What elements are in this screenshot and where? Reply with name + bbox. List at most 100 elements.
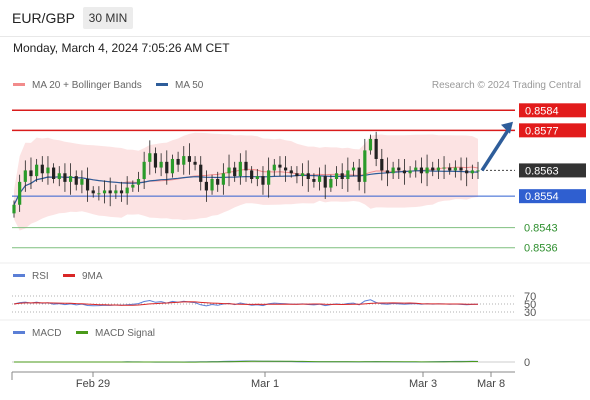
candle-body	[250, 170, 254, 179]
candle-body	[74, 176, 78, 185]
datetime-label: Monday, March 4, 2024 7:05:26 AM CET	[13, 41, 230, 55]
x-tick-label: Feb 29	[76, 378, 110, 390]
candle-body	[312, 179, 316, 182]
candle-body	[12, 204, 16, 214]
candle-body	[380, 158, 384, 171]
candle-body	[80, 179, 84, 185]
candle-body	[91, 190, 95, 194]
level-tag	[519, 123, 586, 138]
candle-body	[108, 190, 112, 194]
candle-body	[363, 150, 367, 182]
candle-body	[340, 173, 344, 179]
legend-ma20-bollinger: MA 20 + Bollinger Bands	[13, 80, 142, 91]
candle-body	[295, 173, 299, 177]
candle-body	[334, 173, 339, 179]
candle-body	[182, 156, 186, 165]
candle-body	[374, 138, 378, 159]
candle-body	[419, 167, 424, 174]
candle-body	[63, 173, 67, 182]
macd-signal-line	[14, 360, 478, 363]
legend-swatch	[13, 273, 25, 277]
candle-body	[402, 170, 407, 174]
candle-body	[216, 179, 220, 185]
x-tick-label: Mar 3	[409, 378, 437, 390]
legend-ma50: MA 50	[156, 80, 203, 91]
candle-body	[289, 170, 293, 174]
candle-body	[329, 179, 333, 188]
rsi-9ma-line	[13, 301, 478, 306]
chart-header: EUR/GBP 30 MIN	[0, 0, 590, 37]
level-tag	[519, 103, 586, 118]
candle-body	[187, 156, 192, 162]
level-label: 0.8554	[525, 191, 559, 203]
candle-body	[199, 164, 203, 182]
macd-tick-label: 0	[524, 357, 530, 369]
candle-body	[368, 138, 373, 151]
candle-body	[244, 161, 248, 171]
level-tag	[519, 189, 586, 204]
candle-body	[408, 170, 412, 174]
candle-body	[125, 187, 129, 194]
candle-body	[284, 167, 288, 171]
candle-body	[204, 181, 208, 191]
legend-label: RSI	[32, 271, 49, 282]
candle-body	[261, 176, 265, 185]
candle-body	[465, 170, 469, 174]
level-label: 0.8536	[524, 243, 558, 255]
candle-body	[272, 164, 276, 171]
candle-body	[68, 176, 73, 182]
symbol-title: EUR/GBP	[12, 10, 76, 26]
candle-body	[346, 170, 350, 179]
candle-body	[238, 161, 242, 177]
candle-body	[159, 161, 163, 168]
candle-body	[227, 167, 231, 174]
candle-body	[40, 164, 44, 174]
candle-body	[357, 167, 361, 182]
candle-body	[142, 161, 146, 179]
candle-body	[153, 153, 158, 168]
candle-body	[136, 179, 141, 185]
candle-body	[165, 161, 169, 174]
candle-body	[23, 170, 27, 182]
candle-body	[425, 167, 429, 174]
candle-body	[29, 170, 33, 177]
candle-body	[114, 190, 118, 194]
candle-body	[255, 176, 259, 179]
x-tick-label: Mar 8	[477, 378, 505, 390]
legend-rsi-9ma: 9MA	[63, 271, 103, 282]
forecast-arrow-shaft	[480, 127, 511, 172]
candle-body	[385, 170, 390, 174]
candle-body	[119, 190, 124, 194]
legend-swatch	[63, 273, 75, 277]
x-tick-label: Mar 1	[251, 378, 279, 390]
current-price-tag	[519, 163, 586, 178]
legend-swatch	[76, 330, 88, 334]
candle-body	[391, 167, 395, 174]
legend-label: MACD Signal	[95, 328, 156, 339]
candle-body	[170, 158, 175, 174]
candle-body	[267, 170, 271, 185]
level-label: 0.8543	[524, 223, 558, 235]
level-label: 0.8584	[525, 105, 559, 117]
candle-body	[46, 167, 50, 174]
legend-swatch	[13, 330, 25, 334]
rsi-tick-label: 50	[524, 299, 536, 311]
rsi-tick-label: 30	[524, 307, 536, 319]
candle-body	[52, 167, 56, 179]
candle-body	[317, 176, 322, 182]
rsi-tick-label: 70	[524, 291, 536, 303]
candle-body	[35, 164, 39, 177]
legend-label: MA 20 + Bollinger Bands	[32, 80, 142, 91]
candle-body	[442, 167, 446, 169]
candle-body	[431, 167, 435, 171]
candle-body	[323, 176, 327, 188]
legend-macd-signal: MACD Signal	[76, 328, 155, 339]
timeframe-badge[interactable]: 30 MIN	[83, 7, 133, 29]
candle-body	[193, 161, 197, 165]
candle-body	[18, 181, 22, 205]
candle-body	[436, 167, 440, 171]
legend-label: 9MA	[82, 271, 103, 282]
candle-body	[210, 179, 214, 191]
candle-body	[300, 173, 305, 177]
